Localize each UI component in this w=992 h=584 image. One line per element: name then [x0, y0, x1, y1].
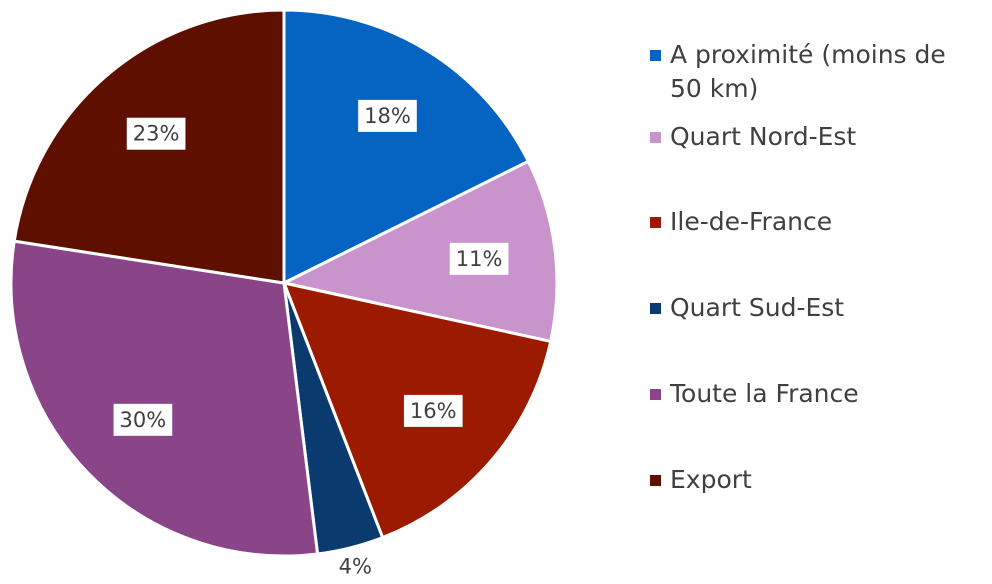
legend-label: A proximité (moins de 50 km)	[670, 40, 946, 103]
data-label-group: 30%	[113, 403, 173, 436]
legend-swatch	[650, 132, 661, 143]
data-label-box	[403, 394, 463, 427]
data-label: 16%	[410, 399, 457, 423]
legend-swatch	[650, 475, 661, 486]
data-label-box	[113, 403, 173, 436]
legend-item: A proximité (moins de 50 km)	[650, 38, 980, 106]
data-label: 23%	[133, 122, 180, 146]
data-label-group: 16%	[403, 394, 463, 427]
legend-label: Ile-de-France	[670, 207, 833, 236]
legend-item: Ile-de-France	[650, 205, 980, 239]
legend-item: Toute la France	[650, 377, 980, 411]
legend-item: Export	[650, 463, 980, 497]
data-label: 11%	[456, 247, 503, 271]
legend-swatch	[650, 50, 661, 61]
legend-swatch	[650, 303, 661, 314]
data-label-group: 18%	[358, 99, 417, 132]
data-label: 30%	[120, 408, 167, 432]
pie-slice	[282, 8, 531, 286]
legend-label: Quart Nord-Est	[670, 122, 857, 151]
data-label-group: 23%	[126, 117, 186, 150]
legend-swatch	[650, 217, 661, 228]
legend-label: Quart Sud-Est	[670, 293, 845, 322]
data-label: 18%	[364, 104, 411, 128]
legend-swatch	[650, 389, 661, 400]
data-label-box	[449, 242, 509, 275]
data-label-group: 11%	[449, 242, 509, 275]
legend-label: Export	[670, 465, 752, 494]
data-label-box	[358, 99, 417, 132]
data-label-box	[126, 117, 186, 150]
data-label: 4%	[339, 554, 372, 578]
legend-item: Quart Sud-Est	[650, 291, 980, 325]
pie-slice	[9, 239, 320, 558]
legend-label: Toute la France	[670, 379, 859, 408]
pie-slice	[279, 159, 559, 344]
data-label-group: 4%	[339, 554, 372, 578]
legend-item: Quart Nord-Est	[650, 120, 980, 154]
